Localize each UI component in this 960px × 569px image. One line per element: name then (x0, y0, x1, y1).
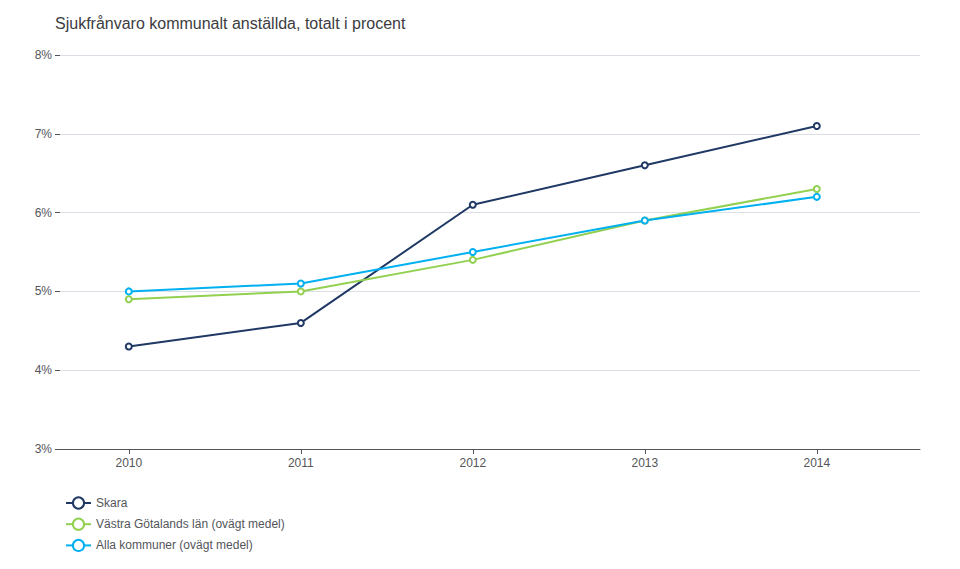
svg-text:2010: 2010 (115, 456, 142, 470)
svg-text:4%: 4% (35, 363, 53, 377)
svg-text:2014: 2014 (803, 456, 830, 470)
svg-text:2012: 2012 (459, 456, 486, 470)
svg-text:Västra Götalands län (ovägt me: Västra Götalands län (ovägt medel) (96, 517, 285, 531)
svg-text:3%: 3% (35, 442, 53, 456)
svg-text:6%: 6% (35, 206, 53, 220)
svg-text:8%: 8% (35, 48, 53, 62)
svg-text:5%: 5% (35, 284, 53, 298)
svg-text:Skara: Skara (96, 496, 128, 510)
svg-text:Sjukfrånvaro kommunalt anställ: Sjukfrånvaro kommunalt anställda, totalt… (55, 15, 406, 32)
svg-text:2011: 2011 (288, 456, 314, 470)
svg-text:2013: 2013 (631, 456, 658, 470)
svg-text:7%: 7% (35, 127, 53, 141)
svg-text:Alla kommuner (ovägt medel): Alla kommuner (ovägt medel) (96, 538, 253, 552)
